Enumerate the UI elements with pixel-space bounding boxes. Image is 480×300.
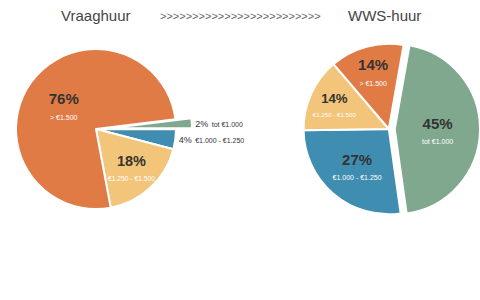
- svg-text:WWS-huur: WWS-huur: [348, 7, 421, 24]
- svg-text:45%tot €1.000: 45%tot €1.000: [422, 115, 453, 146]
- svg-text:>>>>>>>>>>>>>>>>>>>>>>>>>: >>>>>>>>>>>>>>>>>>>>>>>>>: [160, 10, 321, 22]
- svg-text:18%€1.250 - €1.500: 18%€1.250 - €1.500: [108, 153, 155, 182]
- svg-text:4% €1.000 - €1.250: 4% €1.000 - €1.250: [179, 132, 245, 146]
- svg-text:14%€1.250 - €1.500: 14%€1.250 - €1.500: [313, 91, 357, 118]
- svg-text:Vraaghuur: Vraaghuur: [61, 7, 131, 24]
- svg-text:2% tot €1.000: 2% tot €1.000: [195, 116, 243, 130]
- svg-text:76%> €1.500: 76%> €1.500: [49, 90, 79, 121]
- svg-text:27%€1.000 - €1.250: 27%€1.000 - €1.250: [333, 151, 382, 182]
- svg-text:14%> €1.500: 14%> €1.500: [358, 56, 388, 87]
